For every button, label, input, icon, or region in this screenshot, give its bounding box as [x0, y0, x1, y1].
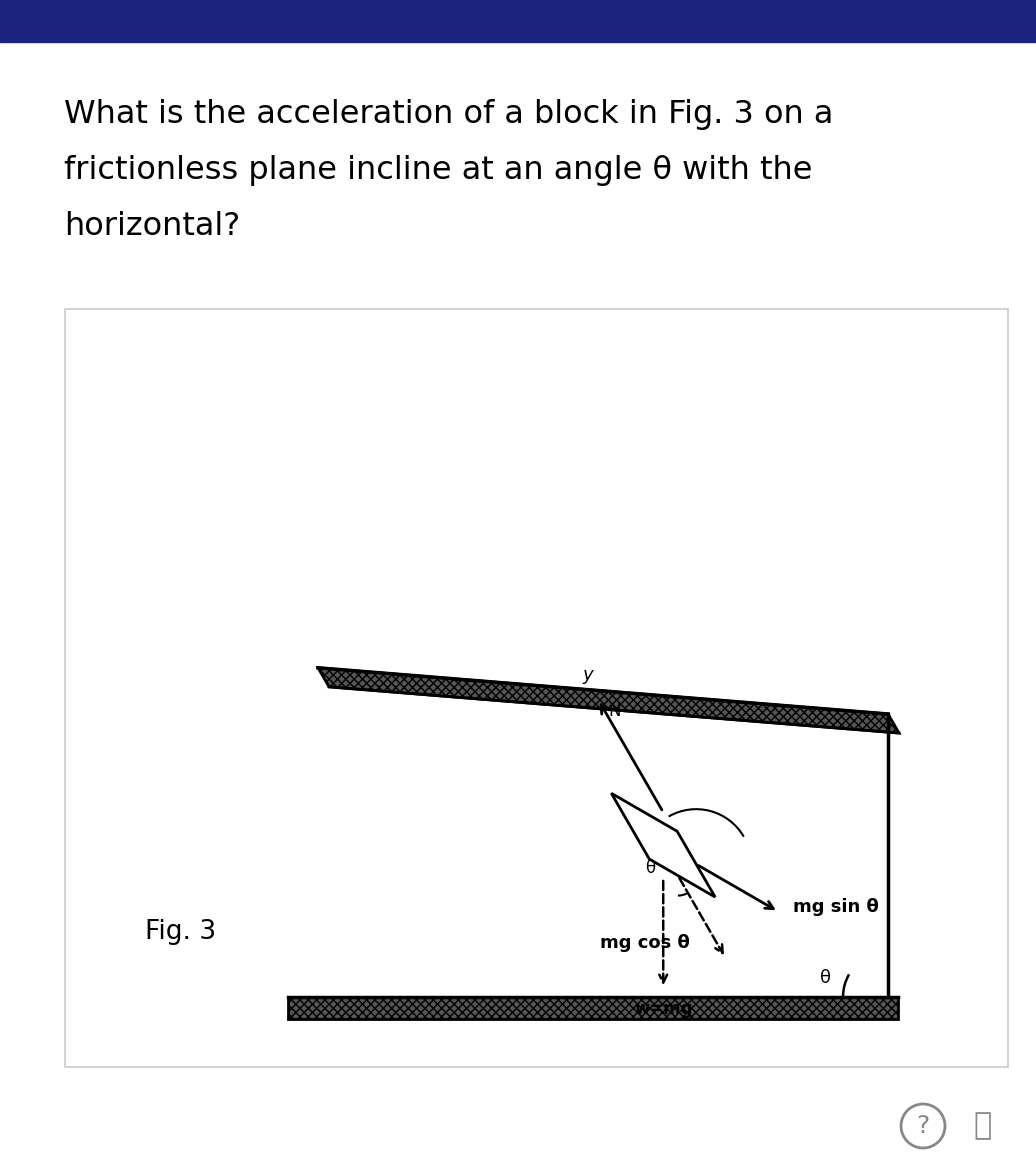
- Text: w=mg: w=mg: [634, 1000, 692, 1018]
- Polygon shape: [288, 997, 898, 1019]
- Text: ⎕: ⎕: [974, 1111, 992, 1140]
- Text: mg sin θ: mg sin θ: [794, 898, 880, 915]
- Text: horizontal?: horizontal?: [64, 211, 240, 243]
- Bar: [0, 1073, 1036, 1166]
- Text: ?: ?: [917, 1114, 929, 1138]
- Bar: [0, 0, 1036, 42]
- Text: y: y: [583, 666, 594, 684]
- Text: mg cos θ: mg cos θ: [601, 934, 690, 951]
- Text: What is the acceleration of a block in Fig. 3 on a: What is the acceleration of a block in F…: [64, 99, 834, 131]
- Text: frictionless plane incline at an angle θ with the: frictionless plane incline at an angle θ…: [64, 155, 812, 187]
- Text: N: N: [609, 702, 622, 721]
- Bar: [65, 309, 1008, 1067]
- Text: θ: θ: [819, 969, 831, 986]
- Text: θ: θ: [644, 858, 655, 877]
- Polygon shape: [318, 668, 899, 733]
- Text: Fig. 3: Fig. 3: [145, 919, 217, 944]
- Polygon shape: [611, 793, 715, 897]
